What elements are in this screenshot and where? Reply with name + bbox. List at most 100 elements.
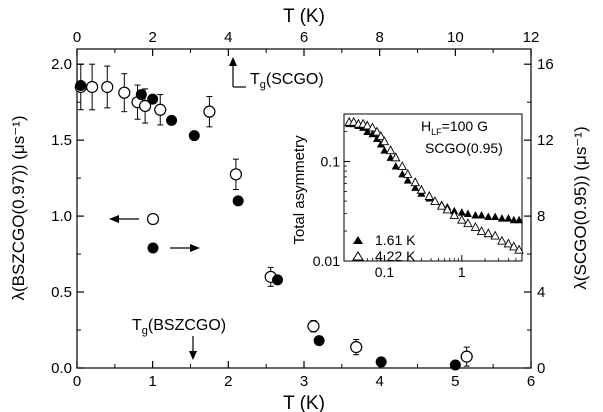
data-point-open <box>350 341 363 354</box>
inset-x-tick-label: 1 <box>458 264 466 280</box>
inset-point-filled <box>463 209 472 218</box>
data-point-filled <box>166 114 178 126</box>
legend-filled-triangle <box>353 236 363 244</box>
tg-scgo-t: T <box>250 71 260 88</box>
data-point-filled <box>449 359 461 371</box>
inset-sample-label: SCGO(0.95) <box>425 140 503 156</box>
inset-point-open <box>416 184 427 194</box>
axis-key-filled-right <box>147 242 200 254</box>
tg-bszcgo-arrow-head <box>189 351 197 360</box>
tg-scgo-annotation: Tg(SCGO) <box>229 57 324 91</box>
x-tick-label: 0 <box>73 373 81 390</box>
inset-field-rest: =100 G <box>442 118 488 134</box>
data-point-open <box>307 320 320 333</box>
inset-point-open <box>483 228 494 238</box>
tg-bszcgo-t: T <box>132 317 142 334</box>
inset-point-open <box>379 136 390 146</box>
tg-bszcgo-sub: g <box>142 325 148 337</box>
inset-point-filled <box>457 208 466 216</box>
tg-scgo-rest: (SCGO) <box>266 71 324 88</box>
data-point-filled <box>272 274 284 286</box>
inset-point-open <box>385 145 396 155</box>
y-right-tick-label: 12 <box>537 132 554 149</box>
inset-point-filled <box>363 127 372 136</box>
inset-point-open <box>410 177 420 187</box>
data-point-filled <box>232 195 244 207</box>
inset-point-open <box>397 161 408 170</box>
data-point-open <box>203 105 216 118</box>
inset-field-sub: LF <box>431 127 442 137</box>
inset-point-open <box>424 191 435 200</box>
key-filled-circle <box>147 242 159 254</box>
inset-point-filled <box>391 162 400 170</box>
x-tick-label: 4 <box>375 373 383 390</box>
data-point-open <box>460 350 473 363</box>
y-left-tick-label: 1.0 <box>51 208 72 225</box>
axis-key-open-left <box>109 212 160 226</box>
y-right-tick-label: 16 <box>537 56 554 73</box>
inset-point-filled <box>380 146 389 154</box>
y-left-tick-label: 1.5 <box>51 132 72 149</box>
arrow-right-head <box>190 244 200 252</box>
inset-point-open <box>391 152 401 162</box>
inset-ticks: 0.1 1 0.01 0.1 <box>313 131 517 280</box>
x2-tick-label: 4 <box>224 29 232 46</box>
inset-field-label: HLF=100 G <box>421 118 488 137</box>
inset-point-filled <box>411 183 420 191</box>
inset-legend: 1.61 K 4.22 K <box>352 232 416 264</box>
inset-series <box>344 116 524 254</box>
data-point-filled <box>188 130 200 142</box>
inset-point-filled <box>515 215 524 224</box>
inset-point-filled <box>484 212 493 220</box>
inset-point-open <box>503 238 514 248</box>
inset-point-filled <box>471 210 480 219</box>
inset-point-open <box>449 210 460 219</box>
x-axis-title-bottom: T (K) <box>283 393 325 412</box>
inset-point-filled <box>509 215 518 224</box>
inset-plot: 0.1 1 0.01 0.1 Total asymmetry HLF=100 G SC… <box>291 113 524 280</box>
x-axis-title-top: T (K) <box>283 6 325 27</box>
data-point-open <box>154 103 167 116</box>
data-point-open <box>86 80 99 94</box>
inset-point-open <box>402 168 413 178</box>
series-open-circles <box>74 63 473 367</box>
y-left-tick-label: 2.0 <box>51 56 72 73</box>
inset-point-filled <box>477 210 486 219</box>
tg-bszcgo-annotation: Tg(BSZCGO) <box>132 317 226 360</box>
inset-point-open <box>442 204 453 214</box>
key-open-circle <box>146 212 160 226</box>
data-point-open <box>118 86 131 99</box>
inset-point-open <box>372 126 382 136</box>
x-tick-label: 1 <box>148 373 156 390</box>
inset-field-h: H <box>421 118 431 134</box>
x2-tick-label: 2 <box>148 29 156 46</box>
inset-x-tick-label: 0.1 <box>375 264 395 280</box>
y-right-tick-label: 4 <box>537 284 545 301</box>
legend-label-1: 1.61 K <box>375 232 416 248</box>
data-point-filled <box>375 356 387 368</box>
inset-point-open <box>470 221 481 231</box>
data-point-filled <box>75 79 87 91</box>
inset-point-open <box>497 235 507 245</box>
tg-bszcgo-rest: (BSZCGO) <box>148 317 226 334</box>
x-tick-label: 6 <box>527 373 535 390</box>
x-tick-label: 5 <box>451 373 459 390</box>
y-right-tick-label: 8 <box>537 208 545 225</box>
y-left-tick-label: 0.0 <box>51 360 72 377</box>
data-point-open <box>139 99 152 113</box>
inset-point-open <box>430 196 440 206</box>
left-axis-ticks: 0.0 0.5 1.0 1.5 2.0 <box>51 56 84 377</box>
inset-y-tick-label: 0.01 <box>313 253 340 269</box>
inset-point-open <box>436 200 447 210</box>
tg-bszcgo-label: Tg(BSZCGO) <box>132 317 226 337</box>
x2-tick-label: 10 <box>447 29 464 46</box>
legend-open-triangle <box>352 251 364 261</box>
inset-point-open <box>367 122 378 132</box>
inset-point-filled <box>403 176 412 184</box>
right-axis-ticks: 0 4 8 12 16 <box>524 56 554 377</box>
data-point-filled <box>135 89 147 101</box>
legend-label-2: 4.22 K <box>375 248 416 264</box>
y-axis-title-right: λ(SCGO(0.95)) (μs⁻¹) <box>571 126 590 289</box>
x2-tick-label: 6 <box>300 29 308 46</box>
